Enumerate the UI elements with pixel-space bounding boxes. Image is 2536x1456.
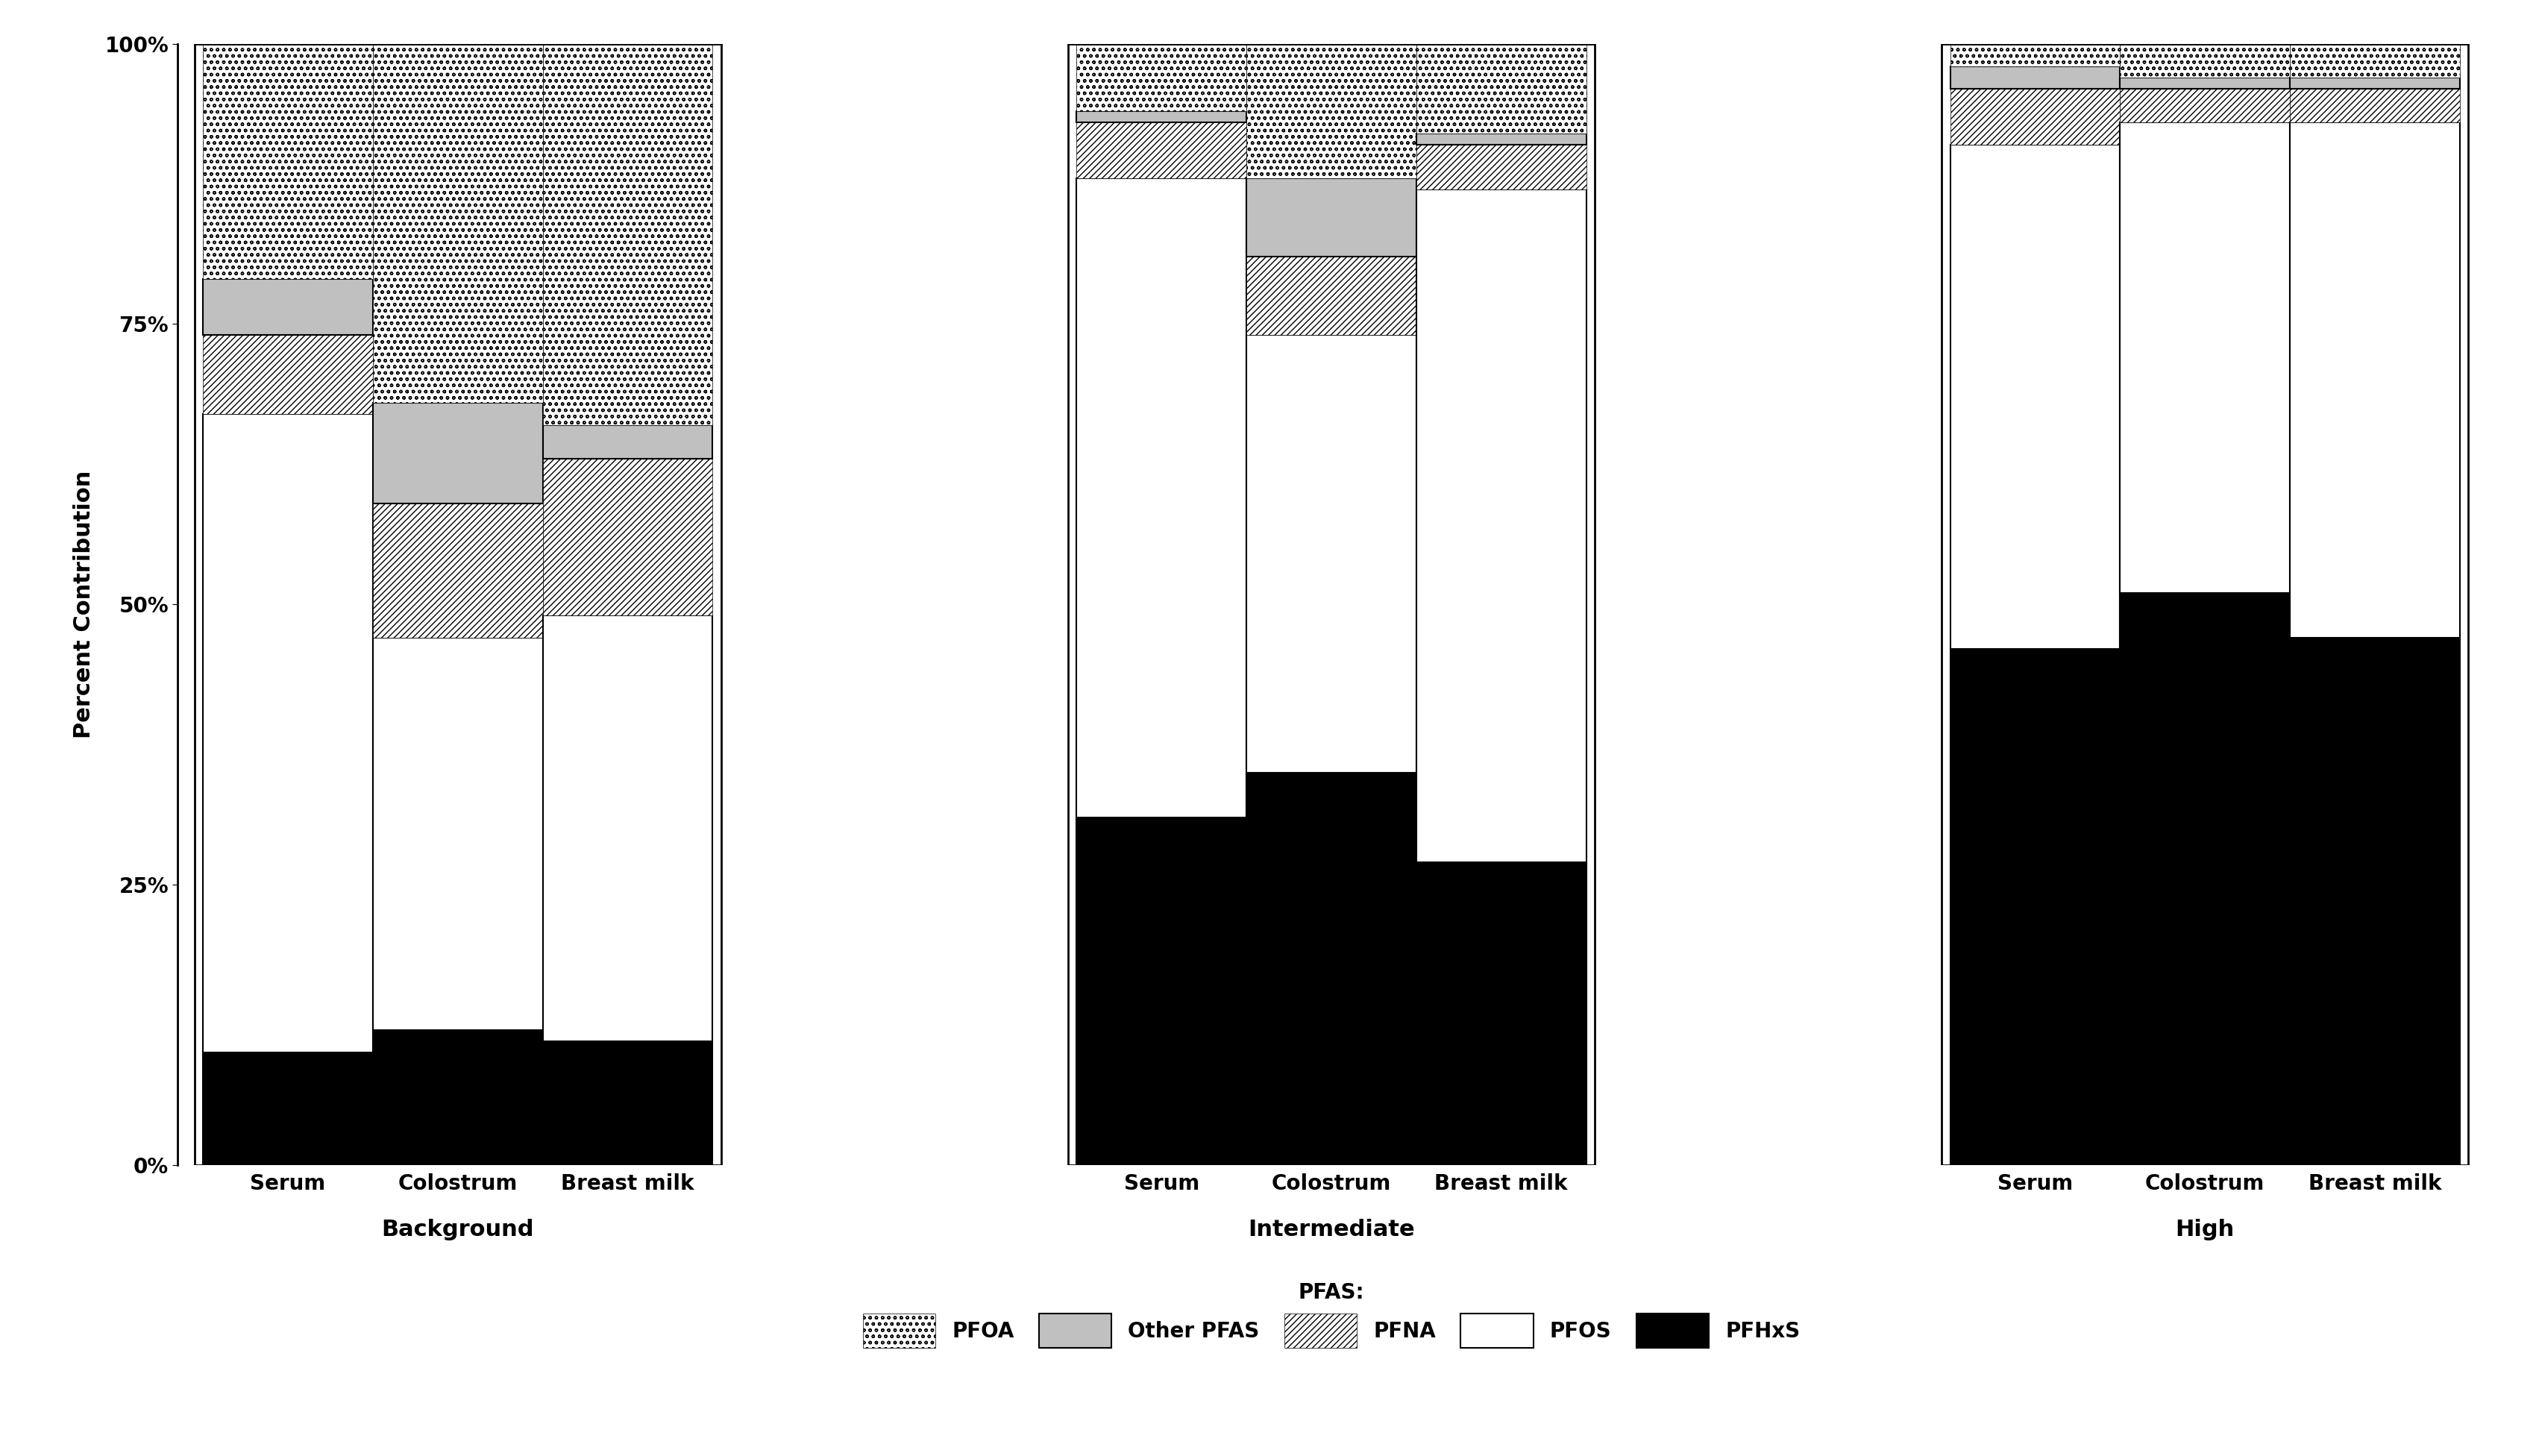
Bar <box>373 1031 543 1165</box>
Legend: PFOA, Other PFAS, PFNA, PFOS, PFHxS: PFOA, Other PFAS, PFNA, PFOS, PFHxS <box>855 1274 1808 1356</box>
Bar <box>2120 89 2290 122</box>
Bar <box>1248 178 1415 256</box>
Bar <box>1950 66 2120 89</box>
Bar <box>1950 89 2120 144</box>
Bar <box>543 616 713 1041</box>
Text: Intermediate: Intermediate <box>1248 1219 1415 1241</box>
Bar <box>2120 122 2290 593</box>
Bar <box>2290 89 2460 122</box>
Bar <box>1078 44 1248 111</box>
Bar <box>1078 122 1248 178</box>
Text: Background: Background <box>380 1219 535 1241</box>
Bar <box>373 638 543 1031</box>
Bar <box>2290 122 2460 638</box>
Bar <box>1248 772 1415 1165</box>
Bar <box>373 44 543 402</box>
Bar <box>1415 862 1585 1165</box>
Bar <box>543 44 713 425</box>
Bar <box>1078 178 1248 817</box>
Bar <box>203 280 373 335</box>
Bar <box>373 504 543 638</box>
Bar <box>1248 44 1415 178</box>
Bar <box>1078 817 1248 1165</box>
Bar <box>203 44 373 280</box>
Bar <box>1078 111 1248 122</box>
Bar <box>1950 144 2120 649</box>
Bar <box>1248 335 1415 772</box>
Bar <box>2290 77 2460 89</box>
Bar <box>203 1053 373 1165</box>
Bar <box>2120 593 2290 1165</box>
Bar <box>2120 77 2290 89</box>
Bar <box>203 414 373 1053</box>
Text: High: High <box>2176 1219 2234 1241</box>
Bar <box>1415 44 1585 134</box>
Y-axis label: Percent Contribution: Percent Contribution <box>74 470 94 738</box>
Bar <box>203 335 373 414</box>
Bar <box>543 1041 713 1165</box>
Bar <box>2290 638 2460 1165</box>
Bar <box>1415 144 1585 189</box>
Bar <box>1415 189 1585 862</box>
Bar <box>543 459 713 616</box>
Bar <box>543 425 713 459</box>
Bar <box>1248 256 1415 335</box>
Bar <box>2120 44 2290 77</box>
Bar <box>1950 649 2120 1165</box>
Bar <box>1950 44 2120 66</box>
Bar <box>2290 44 2460 77</box>
Bar <box>373 402 543 504</box>
Bar <box>1415 134 1585 144</box>
